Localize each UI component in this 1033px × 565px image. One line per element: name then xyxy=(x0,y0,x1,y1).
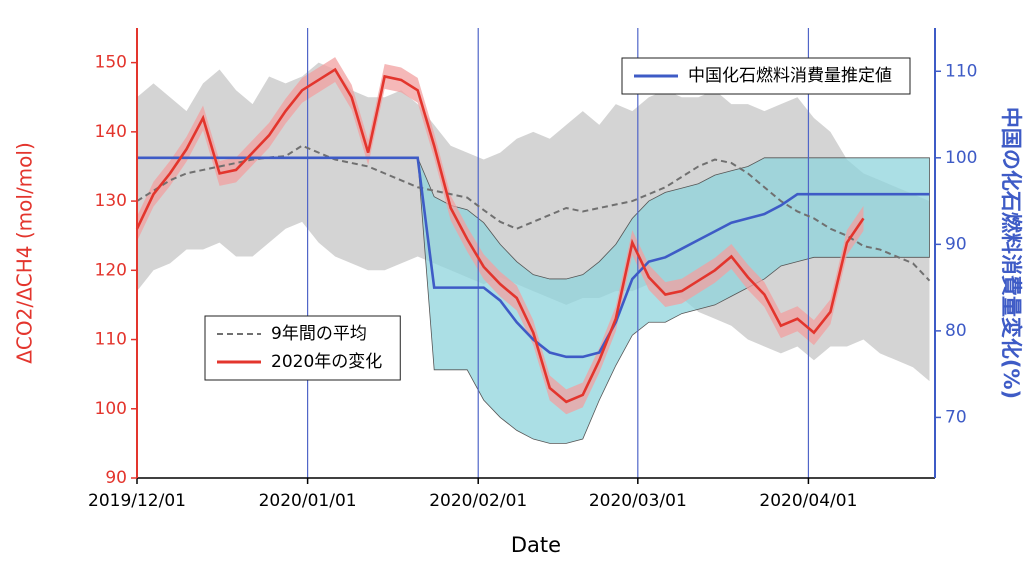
x-tick-label: 2020/04/01 xyxy=(759,491,857,511)
y2-tick-label: 70 xyxy=(945,407,967,427)
bands xyxy=(137,57,930,444)
y2-tick-label: 90 xyxy=(945,234,967,254)
x-axis-label: Date xyxy=(511,533,561,557)
y-tick-label: 140 xyxy=(95,122,127,142)
y2-axis-label: 中国の化石燃料消費量変化(%) xyxy=(999,107,1023,399)
band xyxy=(137,62,930,382)
lines xyxy=(135,67,931,404)
legend: 9年間の平均 2020年の変化 xyxy=(204,315,401,381)
y-axis-label: ΔCO2/ΔCH4 (mol/mol) xyxy=(13,142,37,364)
y-tick-label: 110 xyxy=(95,330,127,350)
x-tick-label: 2020/01/01 xyxy=(259,491,357,511)
legend-label: 中国化石燃料消費量推定値 xyxy=(688,66,892,86)
y2-tick-label: 80 xyxy=(945,321,967,341)
x-tick-label: 2020/03/01 xyxy=(589,491,687,511)
series-line xyxy=(135,67,865,404)
legend-label: 2020年の変化 xyxy=(271,352,382,372)
y-tick-label: 120 xyxy=(95,260,127,280)
x-tick-label: 2020/02/01 xyxy=(429,491,527,511)
legend: 中国化石燃料消費量推定値 xyxy=(621,57,911,95)
y-tick-label: 150 xyxy=(95,53,127,73)
y-tick-label: 90 xyxy=(105,468,127,488)
y2-tick-label: 100 xyxy=(945,148,977,168)
y-tick-label: 130 xyxy=(95,191,127,211)
y2-tick-label: 110 xyxy=(945,61,977,81)
x-tick-label: 2019/12/01 xyxy=(88,491,186,511)
series-line xyxy=(137,156,930,359)
legend-box xyxy=(204,315,401,381)
legend-label: 9年間の平均 xyxy=(271,324,367,344)
y-tick-label: 100 xyxy=(95,399,127,419)
